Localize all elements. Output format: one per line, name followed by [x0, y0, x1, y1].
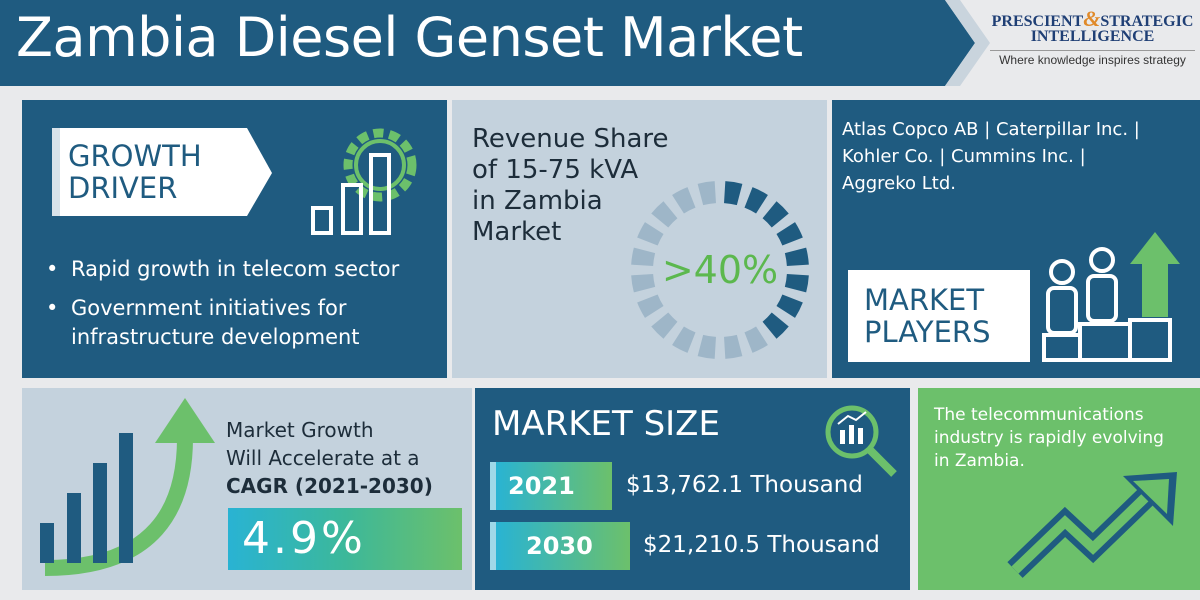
- donut-segment: [744, 326, 768, 353]
- donut-segment: [672, 187, 696, 214]
- magnifier-icon: [825, 405, 897, 477]
- label-line: DRIVER: [68, 171, 178, 205]
- year-pill: [490, 462, 612, 510]
- logo-amp: &: [1083, 6, 1101, 31]
- text-line: of 15-75 kVA: [472, 155, 639, 185]
- text-line: in Zambia.: [934, 451, 1025, 471]
- year-pill: [490, 522, 630, 570]
- cagr-text: Market Growth Will Accelerate at a CAGR …: [226, 416, 433, 500]
- text-line: Aggreko Ltd.: [842, 173, 956, 194]
- text-line: industry is rapidly evolving: [934, 428, 1164, 448]
- trend-arrow-icon: [1007, 472, 1177, 578]
- growth-driver-label: GROWTH DRIVER: [68, 140, 202, 204]
- text-line: The telecommunications: [934, 405, 1144, 425]
- growth-driver-label-box: [52, 128, 272, 216]
- logo-word: INTELLIGENCE: [1030, 28, 1155, 45]
- header-banner: [0, 0, 990, 86]
- donut-segment: [776, 294, 803, 318]
- revenue-share-panel: [452, 100, 827, 378]
- cagr-value: 4.9%: [228, 508, 462, 570]
- donut-segment: [697, 334, 717, 359]
- donut-segment: [651, 312, 678, 339]
- revenue-share-value: >40%: [661, 248, 779, 292]
- label-line: PLAYERS: [864, 315, 991, 349]
- bullet: • Government initiatives for infrastructu…: [46, 294, 436, 352]
- logo-word: PRESCIENT: [991, 13, 1084, 30]
- donut-segment: [762, 312, 789, 339]
- bullet: • Rapid growth in telecom sector: [46, 255, 436, 284]
- donut-ring: [631, 181, 809, 359]
- logo-tagline: Where knowledge inspires strategy: [990, 50, 1195, 67]
- bullet-text: Rapid growth in telecom sector: [71, 257, 400, 281]
- donut-segment: [784, 273, 809, 293]
- donut-segment: [723, 334, 743, 359]
- note-text: The telecommunications industry is rapid…: [934, 404, 1164, 473]
- text-line: Will Accelerate at a: [226, 446, 420, 470]
- donut-segment: [672, 326, 696, 353]
- gear-chart-icon: [311, 128, 417, 235]
- market-value: $13,762.1 Thousand: [626, 472, 863, 498]
- donut-segment: [697, 181, 717, 206]
- podium-icon: [1042, 232, 1180, 362]
- year: 2030: [526, 532, 593, 560]
- text-line: in Zambia: [472, 186, 603, 216]
- donut-segment: [631, 247, 656, 267]
- donut-segment: [651, 201, 678, 228]
- revenue-share-text: Revenue Share of 15-75 kVA in Zambia Mar…: [472, 124, 669, 248]
- text-line: Market: [472, 217, 562, 247]
- donut-segment: [776, 222, 803, 246]
- year: 2021: [508, 472, 575, 500]
- label-line: MARKET: [864, 283, 985, 317]
- donut-segment: [784, 247, 809, 267]
- logo-word: STRATEGIC: [1100, 13, 1194, 30]
- players-text: Atlas Copco AB | Caterpillar Inc. | Kohl…: [842, 116, 1140, 197]
- text-line: Market Growth: [226, 418, 374, 442]
- title: Zambia Diesel Genset Market: [16, 6, 803, 69]
- bullet-list: • Rapid growth in telecom sector • Governm…: [46, 255, 436, 352]
- donut-segment: [723, 181, 743, 206]
- donut-segment: [631, 273, 656, 293]
- market-value: $21,210.5 Thousand: [643, 532, 880, 558]
- donut-segment: [637, 222, 664, 246]
- text-line: CAGR (2021-2030): [226, 474, 433, 498]
- text-line: Kohler Co. | Cummins Inc. |: [842, 146, 1086, 167]
- players-label-box: [848, 270, 1030, 362]
- market-size-title: MARKET SIZE: [492, 404, 720, 444]
- logo: PRESCIENT&STRATEGIC INTELLIGENCE Where k…: [990, 6, 1195, 67]
- bullet-text: Government initiatives for infrastructur…: [71, 296, 360, 349]
- players-label: MARKET PLAYERS: [864, 284, 991, 348]
- growth-chart-icon: [40, 398, 215, 576]
- text-line: Atlas Copco AB | Caterpillar Inc. |: [842, 119, 1140, 140]
- donut-segment: [744, 187, 768, 214]
- label-line: GROWTH: [68, 139, 202, 173]
- text-line: Revenue Share: [472, 124, 669, 154]
- donut-segment: [637, 294, 664, 318]
- donut-segment: [762, 201, 789, 228]
